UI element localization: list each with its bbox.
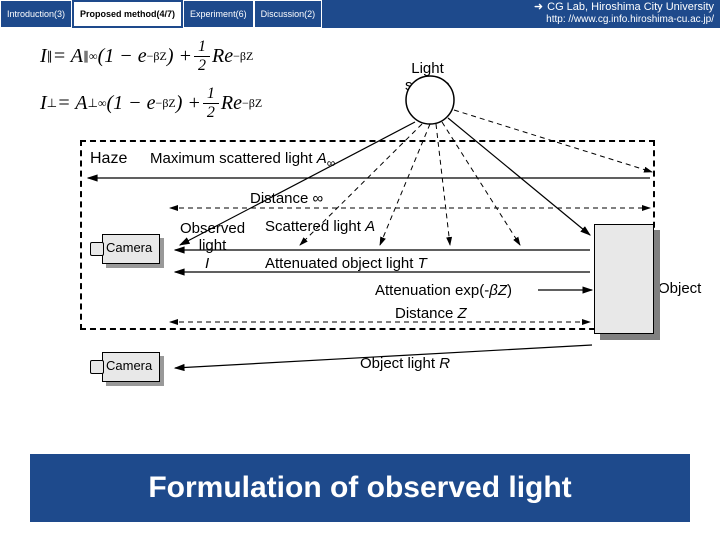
light-source-label: Light source [405,60,450,94]
haze-label: Haze [90,150,127,168]
camera-bottom: Camera [90,352,160,388]
arrow-icon: ➜ [534,1,543,14]
university-name: CG Lab, Hiroshima City University [547,1,714,13]
object-label: Object [658,280,701,297]
banner-text: Formulation of observed light [148,471,571,505]
bottom-title-banner: Formulation of observed light [30,454,690,522]
camera-label: Camera [106,240,152,255]
camera-top: Camera [90,234,160,270]
distance-z-label: Distance Z [395,305,467,322]
formula-block: I∥ = A∥∞(1 − e−βZ) + 12 Re−βZ I⊥ = A⊥∞(1… [40,38,262,132]
university-url: http: //www.cg.info.hiroshima-cu.ac.jp/ [534,14,714,26]
observed-light-label: Observed light [180,220,245,254]
scattered-light-a-label: Scattered light A [265,218,375,235]
attenuated-light-t-label: Attenuated object light T [265,255,427,272]
observed-light-i: I [205,255,209,272]
university-credit: ➜ CG Lab, Hiroshima City University http:… [528,0,720,28]
attenuation-exp-label: Attenuation exp(-βZ) [375,282,512,299]
object-light-r-label: Object light R [360,355,450,372]
tab-proposed-method[interactable]: Proposed method(4/7) [72,0,183,28]
tab-discussion[interactable]: Discussion(2) [254,0,323,28]
object-box [594,224,654,334]
tab-introduction[interactable]: Introduction(3) [0,0,72,28]
camera-label-2: Camera [106,358,152,373]
top-tab-bar: Introduction(3) Proposed method(4/7) Exp… [0,0,720,28]
tab-experiment[interactable]: Experiment(6) [183,0,254,28]
max-scattered-label: Maximum scattered light A∞ [150,150,335,170]
distance-infinity-label: Distance ∞ [250,190,323,207]
formula-perpendicular: I⊥ = A⊥∞(1 − e−βZ) + 12 Re−βZ [40,85,262,122]
formula-parallel: I∥ = A∥∞(1 − e−βZ) + 12 Re−βZ [40,38,262,75]
